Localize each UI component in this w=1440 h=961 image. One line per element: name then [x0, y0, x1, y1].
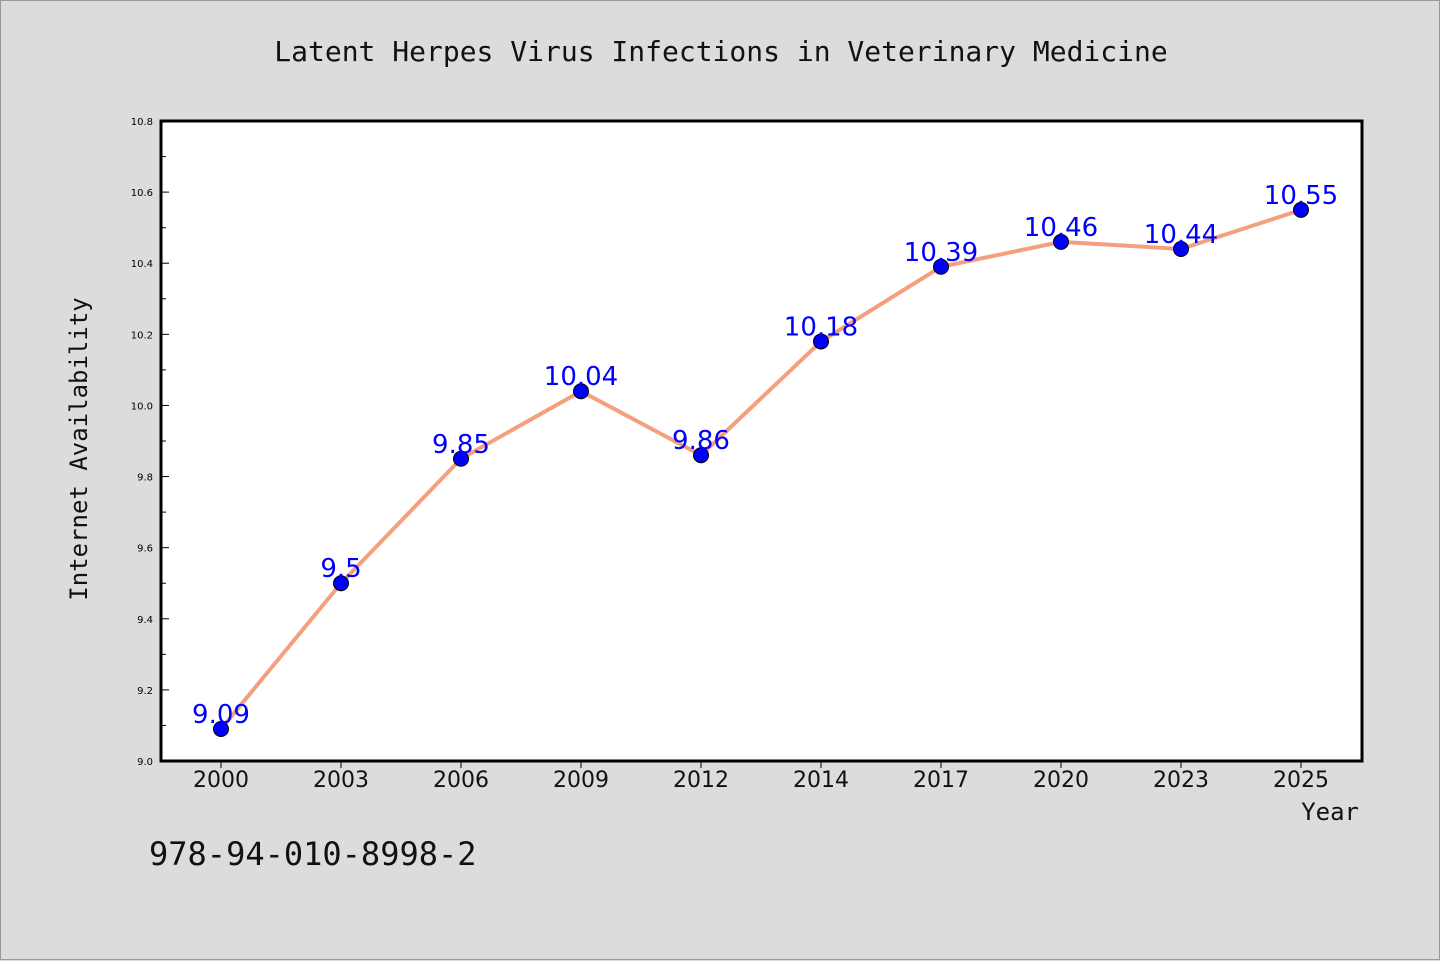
x-tick-label: 2000: [193, 768, 249, 793]
series-line: [219, 207, 1302, 731]
x-tick-label: 2020: [1033, 768, 1089, 793]
data-label: 10.39: [904, 238, 978, 268]
x-tick-label: 2012: [673, 768, 729, 793]
data-point: [1053, 233, 1069, 250]
y-axis: 9.0 9.2 9.4 9.6 9.8 10.0 10.2 10.4 10.6 10.8: [131, 117, 169, 768]
data-point: [933, 258, 949, 275]
y-tick-label: 9.0: [137, 757, 153, 768]
data-label: 9.09: [192, 700, 250, 730]
chart-title: Latent Herpes Virus Infections in Veteri…: [274, 35, 1168, 68]
data-label: 10.18: [784, 312, 858, 342]
y-tick-label: 9.8: [137, 473, 153, 484]
data-label: 10.46: [1024, 213, 1098, 243]
x-tick-label: 2006: [433, 768, 489, 793]
x-tick-label: 2009: [553, 768, 609, 793]
y-tick-label: 10.8: [131, 117, 153, 128]
data-label: 10.44: [1144, 220, 1218, 250]
x-tick-label: 2025: [1273, 768, 1329, 793]
data-label: 9.5: [320, 554, 361, 584]
y-tick-label: 9.2: [137, 686, 153, 697]
data-point: [813, 333, 829, 350]
y-tick-label: 9.4: [137, 615, 153, 626]
x-axis: 2000 2003 2006 2009 2012 2014 2017 2020 2023 2025: [193, 761, 1329, 793]
data-series: 9.09 9.5 9.85 10.04 9.86 10.18 10.39 10.46 10.44…: [192, 181, 1338, 737]
data-point: [1173, 241, 1189, 257]
data-point: [333, 575, 349, 592]
y-tick-label: 10.4: [131, 259, 153, 270]
x-axis-label: Year: [1301, 798, 1359, 826]
plot-area: [159, 119, 1364, 763]
data-point: [693, 447, 709, 464]
data-point: [573, 383, 589, 400]
x-tick-label: 2014: [793, 768, 849, 793]
x-tick-label: 2003: [313, 768, 369, 793]
data-label: 10.55: [1264, 181, 1338, 211]
y-axis-label: Internet Availability: [65, 297, 93, 600]
data-point: [1293, 201, 1309, 218]
isbn-annotation: 978-94-010-8998-2: [149, 835, 477, 873]
y-tick-label: 10.2: [131, 330, 153, 341]
x-tick-label: 2017: [913, 768, 969, 793]
y-tick-label: 9.6: [137, 544, 153, 555]
data-label: 10.04: [544, 362, 618, 392]
y-tick-label: 10.0: [131, 401, 153, 412]
y-tick-label: 10.6: [131, 188, 153, 199]
data-label: 9.86: [672, 426, 730, 456]
data-label: 9.85: [432, 430, 490, 460]
data-point: [213, 721, 229, 737]
x-tick-label: 2023: [1153, 768, 1209, 793]
data-point: [453, 450, 469, 467]
